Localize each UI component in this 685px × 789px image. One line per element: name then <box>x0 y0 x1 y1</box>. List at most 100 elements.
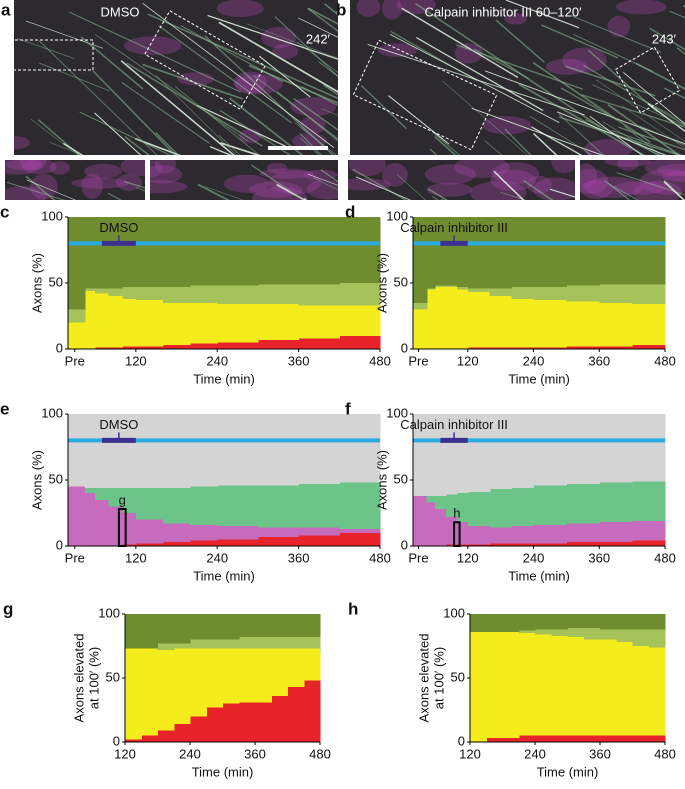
area-step <box>470 614 487 632</box>
area-step <box>122 487 137 513</box>
y-tick-label: 100 <box>386 405 408 420</box>
area-step <box>217 304 259 343</box>
fiber <box>25 175 56 200</box>
fiber <box>571 15 662 53</box>
area-step <box>567 735 585 742</box>
area-step <box>217 485 259 527</box>
cell <box>482 116 532 135</box>
fiber <box>589 115 643 155</box>
area-step <box>84 487 96 494</box>
x-tick-label: Pre <box>65 550 85 565</box>
area-step <box>665 283 666 305</box>
fibers <box>14 0 338 155</box>
x-tick-label: 120 <box>459 746 481 761</box>
area-step <box>135 414 164 488</box>
area-step <box>456 493 469 523</box>
fiber <box>621 105 685 149</box>
panel-letter: h <box>348 599 358 618</box>
area-step <box>583 628 601 640</box>
cell <box>5 185 47 200</box>
fiber <box>532 61 651 143</box>
y-tick-label: 100 <box>41 405 63 420</box>
area-step <box>511 526 535 544</box>
area-step <box>599 542 633 546</box>
cell <box>656 163 685 177</box>
x-tick-label: 240 <box>179 746 201 761</box>
fiber <box>258 55 311 98</box>
fiber <box>485 70 685 145</box>
area-step <box>157 730 175 742</box>
fiber <box>616 172 685 196</box>
area-step <box>551 735 569 742</box>
area-step <box>467 217 491 289</box>
area-step <box>489 543 513 546</box>
area-step <box>599 522 633 543</box>
cell <box>154 160 176 174</box>
area-step <box>339 528 381 533</box>
micrograph <box>150 160 338 200</box>
cell <box>150 180 188 194</box>
y-tick-label: 0 <box>56 340 63 355</box>
x-tick-label: 360 <box>244 746 266 761</box>
fiber <box>401 7 519 79</box>
cell <box>470 180 527 200</box>
area-step <box>665 735 666 742</box>
y-axis-label: at 100′ (%) <box>86 647 101 709</box>
panel-letter: d <box>345 202 355 221</box>
x-tick-label: 480 <box>369 353 391 368</box>
area-step <box>125 648 142 740</box>
area-step <box>287 686 305 742</box>
area-step <box>426 495 436 503</box>
area-step <box>502 631 520 739</box>
area-step <box>320 652 321 681</box>
area-step <box>599 302 633 347</box>
area-step <box>648 614 666 630</box>
x-tick-label: 480 <box>309 746 331 761</box>
area-step <box>535 629 552 635</box>
fiber <box>505 0 580 29</box>
area-step <box>135 346 164 349</box>
area-step <box>665 614 666 631</box>
area-step <box>122 286 137 299</box>
fiber <box>308 7 338 25</box>
area-step <box>162 302 191 346</box>
area-step <box>162 523 191 543</box>
area-step <box>511 298 535 348</box>
y-tick-label: 0 <box>458 733 465 748</box>
area-step <box>445 516 458 545</box>
area-step <box>566 483 600 524</box>
area-step <box>511 414 535 488</box>
area-step <box>339 283 381 306</box>
area-step <box>380 530 381 546</box>
area-step <box>122 544 137 546</box>
fiber <box>427 188 449 200</box>
cell <box>267 162 288 174</box>
fiber <box>121 81 210 144</box>
area-step <box>567 637 585 736</box>
cell <box>5 160 42 175</box>
y-tick-label: 50 <box>451 669 465 684</box>
y-axis-label: Axons (%) <box>374 450 389 510</box>
area-step <box>257 536 300 546</box>
area-step <box>257 339 300 349</box>
area-step <box>95 217 110 289</box>
area-step <box>489 296 513 348</box>
cell <box>551 160 575 174</box>
area-step <box>467 414 491 492</box>
area-step <box>222 648 240 704</box>
area-step <box>190 414 218 487</box>
fiber <box>560 87 618 121</box>
area-step <box>413 309 428 349</box>
cell <box>583 139 633 155</box>
area-step <box>190 648 207 717</box>
fiber <box>306 7 338 33</box>
area-step <box>511 347 535 349</box>
area-step <box>566 285 600 302</box>
x-tick-label: Pre <box>65 353 85 368</box>
cell <box>382 163 408 187</box>
cell <box>607 15 631 38</box>
y-axis-label: Axons (%) <box>29 450 44 510</box>
fiber <box>396 174 426 200</box>
area-step <box>616 629 634 643</box>
cell <box>491 162 540 185</box>
